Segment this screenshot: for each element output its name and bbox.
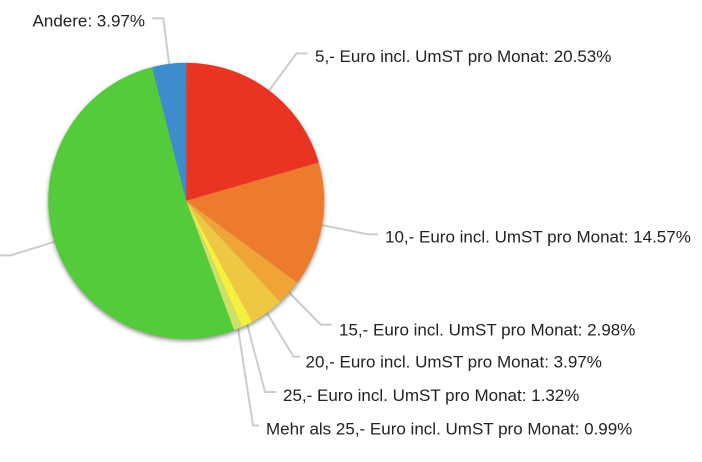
svg-text:15,- Euro incl. UmST pro Monat: 15,- Euro incl. UmST pro Monat: 2.98% [339, 320, 635, 339]
svg-text:20,- Euro incl. UmST pro Monat: 20,- Euro incl. UmST pro Monat: 3.97% [306, 352, 602, 371]
svg-text:Andere: 3.97%: Andere: 3.97% [33, 12, 145, 31]
svg-text:25,- Euro incl. UmST pro Monat: 25,- Euro incl. UmST pro Monat: 1.32% [283, 386, 579, 405]
svg-text:Mehr als 25,- Euro incl. UmST: Mehr als 25,- Euro incl. UmST pro Monat:… [266, 420, 632, 439]
svg-text:10,- Euro incl. UmST pro Monat: 10,- Euro incl. UmST pro Monat: 14.57% [385, 228, 691, 247]
svg-text:5,- Euro incl. UmST pro Monat:: 5,- Euro incl. UmST pro Monat: 20.53% [315, 47, 611, 66]
